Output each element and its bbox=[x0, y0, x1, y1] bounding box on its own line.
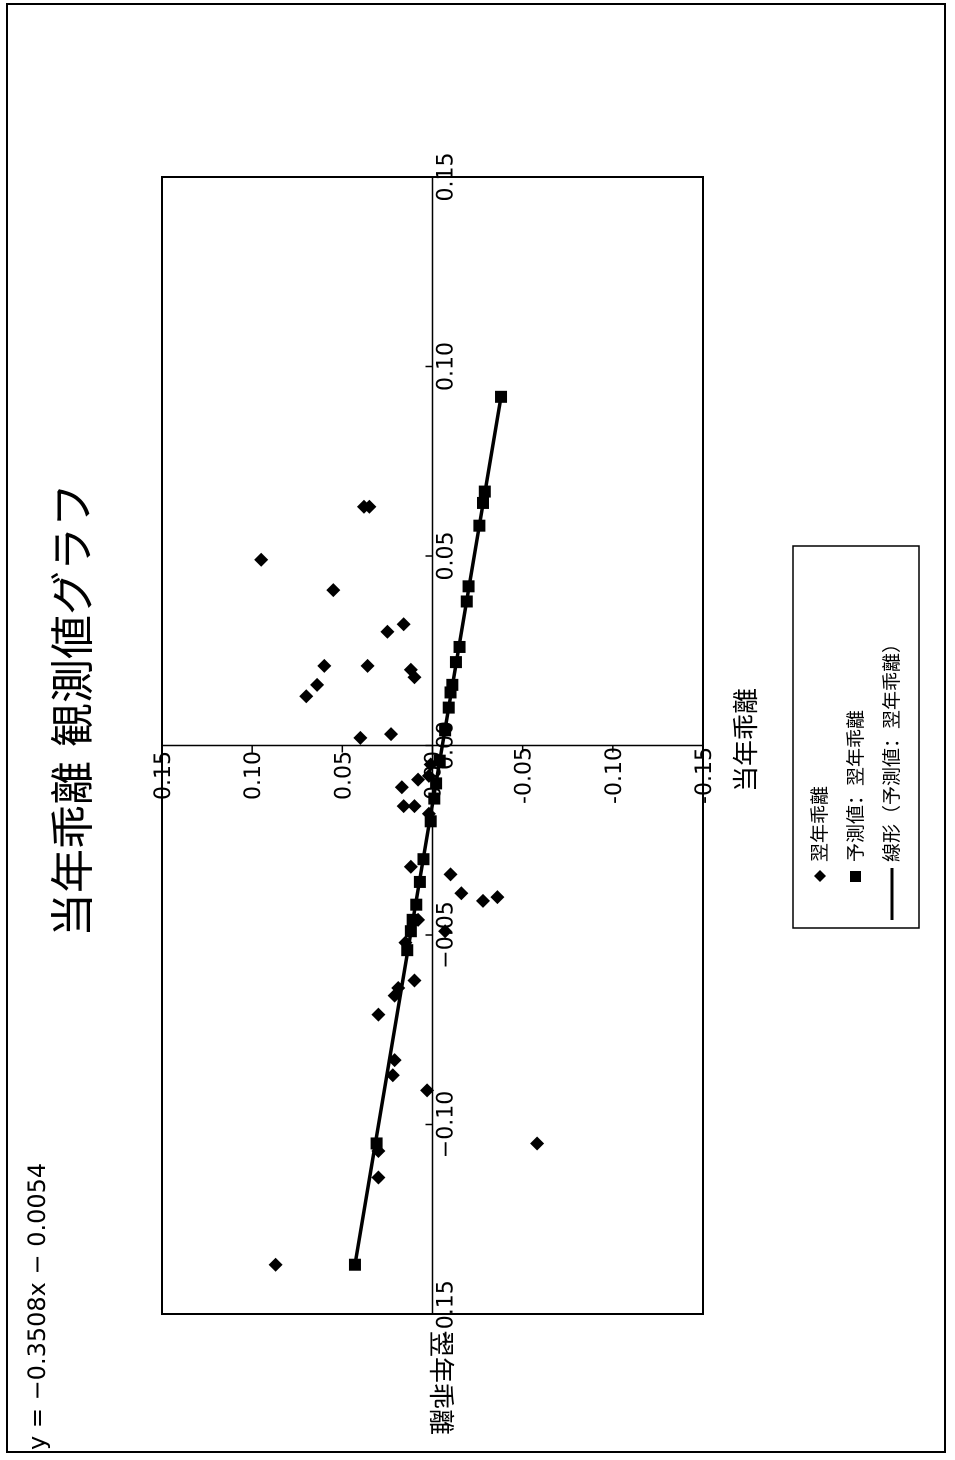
legend-entry-trendline: 線形（予測値：翌年乖離） bbox=[881, 634, 903, 862]
observed-point bbox=[396, 799, 411, 814]
predicted-point bbox=[442, 701, 455, 714]
legend-box bbox=[792, 545, 920, 929]
trendline-equation: y = −0.3508x − 0.0054 bbox=[23, 1163, 51, 1450]
predicted-point bbox=[473, 519, 486, 532]
predicted-point bbox=[439, 724, 452, 737]
axes-layer: −0.15−0.10−0.050.000.050.100.150.150.100… bbox=[151, 153, 717, 1348]
observed-point bbox=[420, 1083, 435, 1098]
y-tick-label: -0.05 bbox=[512, 747, 537, 804]
predicted-point bbox=[444, 686, 457, 699]
trendline-layer bbox=[353, 396, 503, 1266]
observed-point bbox=[407, 973, 422, 988]
predicted-point bbox=[462, 580, 475, 593]
observed-point bbox=[385, 1068, 400, 1083]
observed-point bbox=[403, 662, 418, 677]
x-tick-label: −0.15 bbox=[434, 1280, 459, 1347]
y-tick-label: 0.10 bbox=[241, 751, 266, 800]
legend-entry-observed: 翌年乖離 bbox=[809, 786, 831, 862]
predicted-point bbox=[348, 1258, 361, 1271]
x-tick-label: −0.10 bbox=[434, 1091, 459, 1158]
predicted-point bbox=[404, 925, 417, 938]
observed-point bbox=[299, 689, 314, 704]
y-tick-label: 0.05 bbox=[331, 751, 356, 800]
legend-entry-predicted: 予測値：翌年乖離 bbox=[845, 710, 867, 862]
predicted-point bbox=[476, 496, 489, 509]
observed-point bbox=[356, 499, 371, 514]
observed-point bbox=[353, 730, 368, 745]
observed-point bbox=[438, 924, 453, 939]
observed-point bbox=[411, 912, 426, 927]
predicted-point bbox=[413, 875, 426, 888]
observed-point bbox=[530, 1136, 545, 1151]
chart-frame bbox=[6, 3, 946, 1453]
observed-point bbox=[423, 757, 438, 772]
x-tick-label: 0.15 bbox=[434, 153, 459, 202]
observed-point bbox=[254, 552, 269, 567]
predicted-point bbox=[449, 656, 462, 669]
observed-point bbox=[411, 772, 426, 787]
observed-point bbox=[394, 780, 409, 795]
chart-title: 当年乖離 観測値グラフ bbox=[48, 483, 99, 937]
predicted-point bbox=[430, 777, 443, 790]
observed-point bbox=[443, 867, 458, 882]
predicted-point bbox=[428, 792, 441, 805]
predicted-point bbox=[417, 853, 430, 866]
predicted-point bbox=[410, 898, 423, 911]
x-axis-title: 当年乖離 bbox=[732, 688, 762, 792]
observed-point bbox=[317, 658, 332, 673]
predicted-point bbox=[495, 390, 508, 403]
trendline bbox=[353, 396, 503, 1266]
observed-point bbox=[403, 859, 418, 874]
predicted-point bbox=[478, 485, 491, 498]
x-tick-label: 0.05 bbox=[434, 532, 459, 581]
y-tick-label: -0.15 bbox=[692, 747, 717, 804]
observed-point bbox=[380, 624, 395, 639]
legend-square-icon bbox=[850, 871, 861, 882]
y-tick-label: -0.10 bbox=[602, 747, 627, 804]
observed-point bbox=[268, 1257, 283, 1272]
observed-point bbox=[387, 988, 402, 1003]
legend: 翌年乖離 予測値：翌年乖離 線形（予測値：翌年乖離） bbox=[792, 545, 920, 929]
observed-point bbox=[360, 658, 375, 673]
observed-point bbox=[371, 1144, 386, 1159]
predicted-point bbox=[460, 595, 473, 608]
observed-point bbox=[371, 1170, 386, 1185]
observed-point bbox=[387, 1053, 402, 1068]
observed-point bbox=[384, 727, 399, 742]
y-axis-title: 翌年乖離 bbox=[425, 1331, 455, 1435]
observed-point bbox=[326, 583, 341, 598]
observed-point bbox=[475, 893, 490, 908]
y-tick-label: 0.15 bbox=[151, 751, 176, 800]
observed-point bbox=[396, 617, 411, 632]
observed-point bbox=[398, 935, 413, 950]
x-tick-label: 0.10 bbox=[434, 342, 459, 391]
legend-diamond-icon bbox=[814, 870, 826, 882]
observed-point bbox=[490, 890, 505, 905]
observed-point bbox=[407, 799, 422, 814]
observed-point bbox=[454, 886, 469, 901]
observed-point bbox=[421, 806, 436, 821]
marker-layer bbox=[254, 390, 545, 1272]
observed-point bbox=[421, 768, 436, 783]
observed-point bbox=[371, 1007, 386, 1022]
observed-point bbox=[310, 677, 325, 692]
predicted-point bbox=[453, 640, 466, 653]
